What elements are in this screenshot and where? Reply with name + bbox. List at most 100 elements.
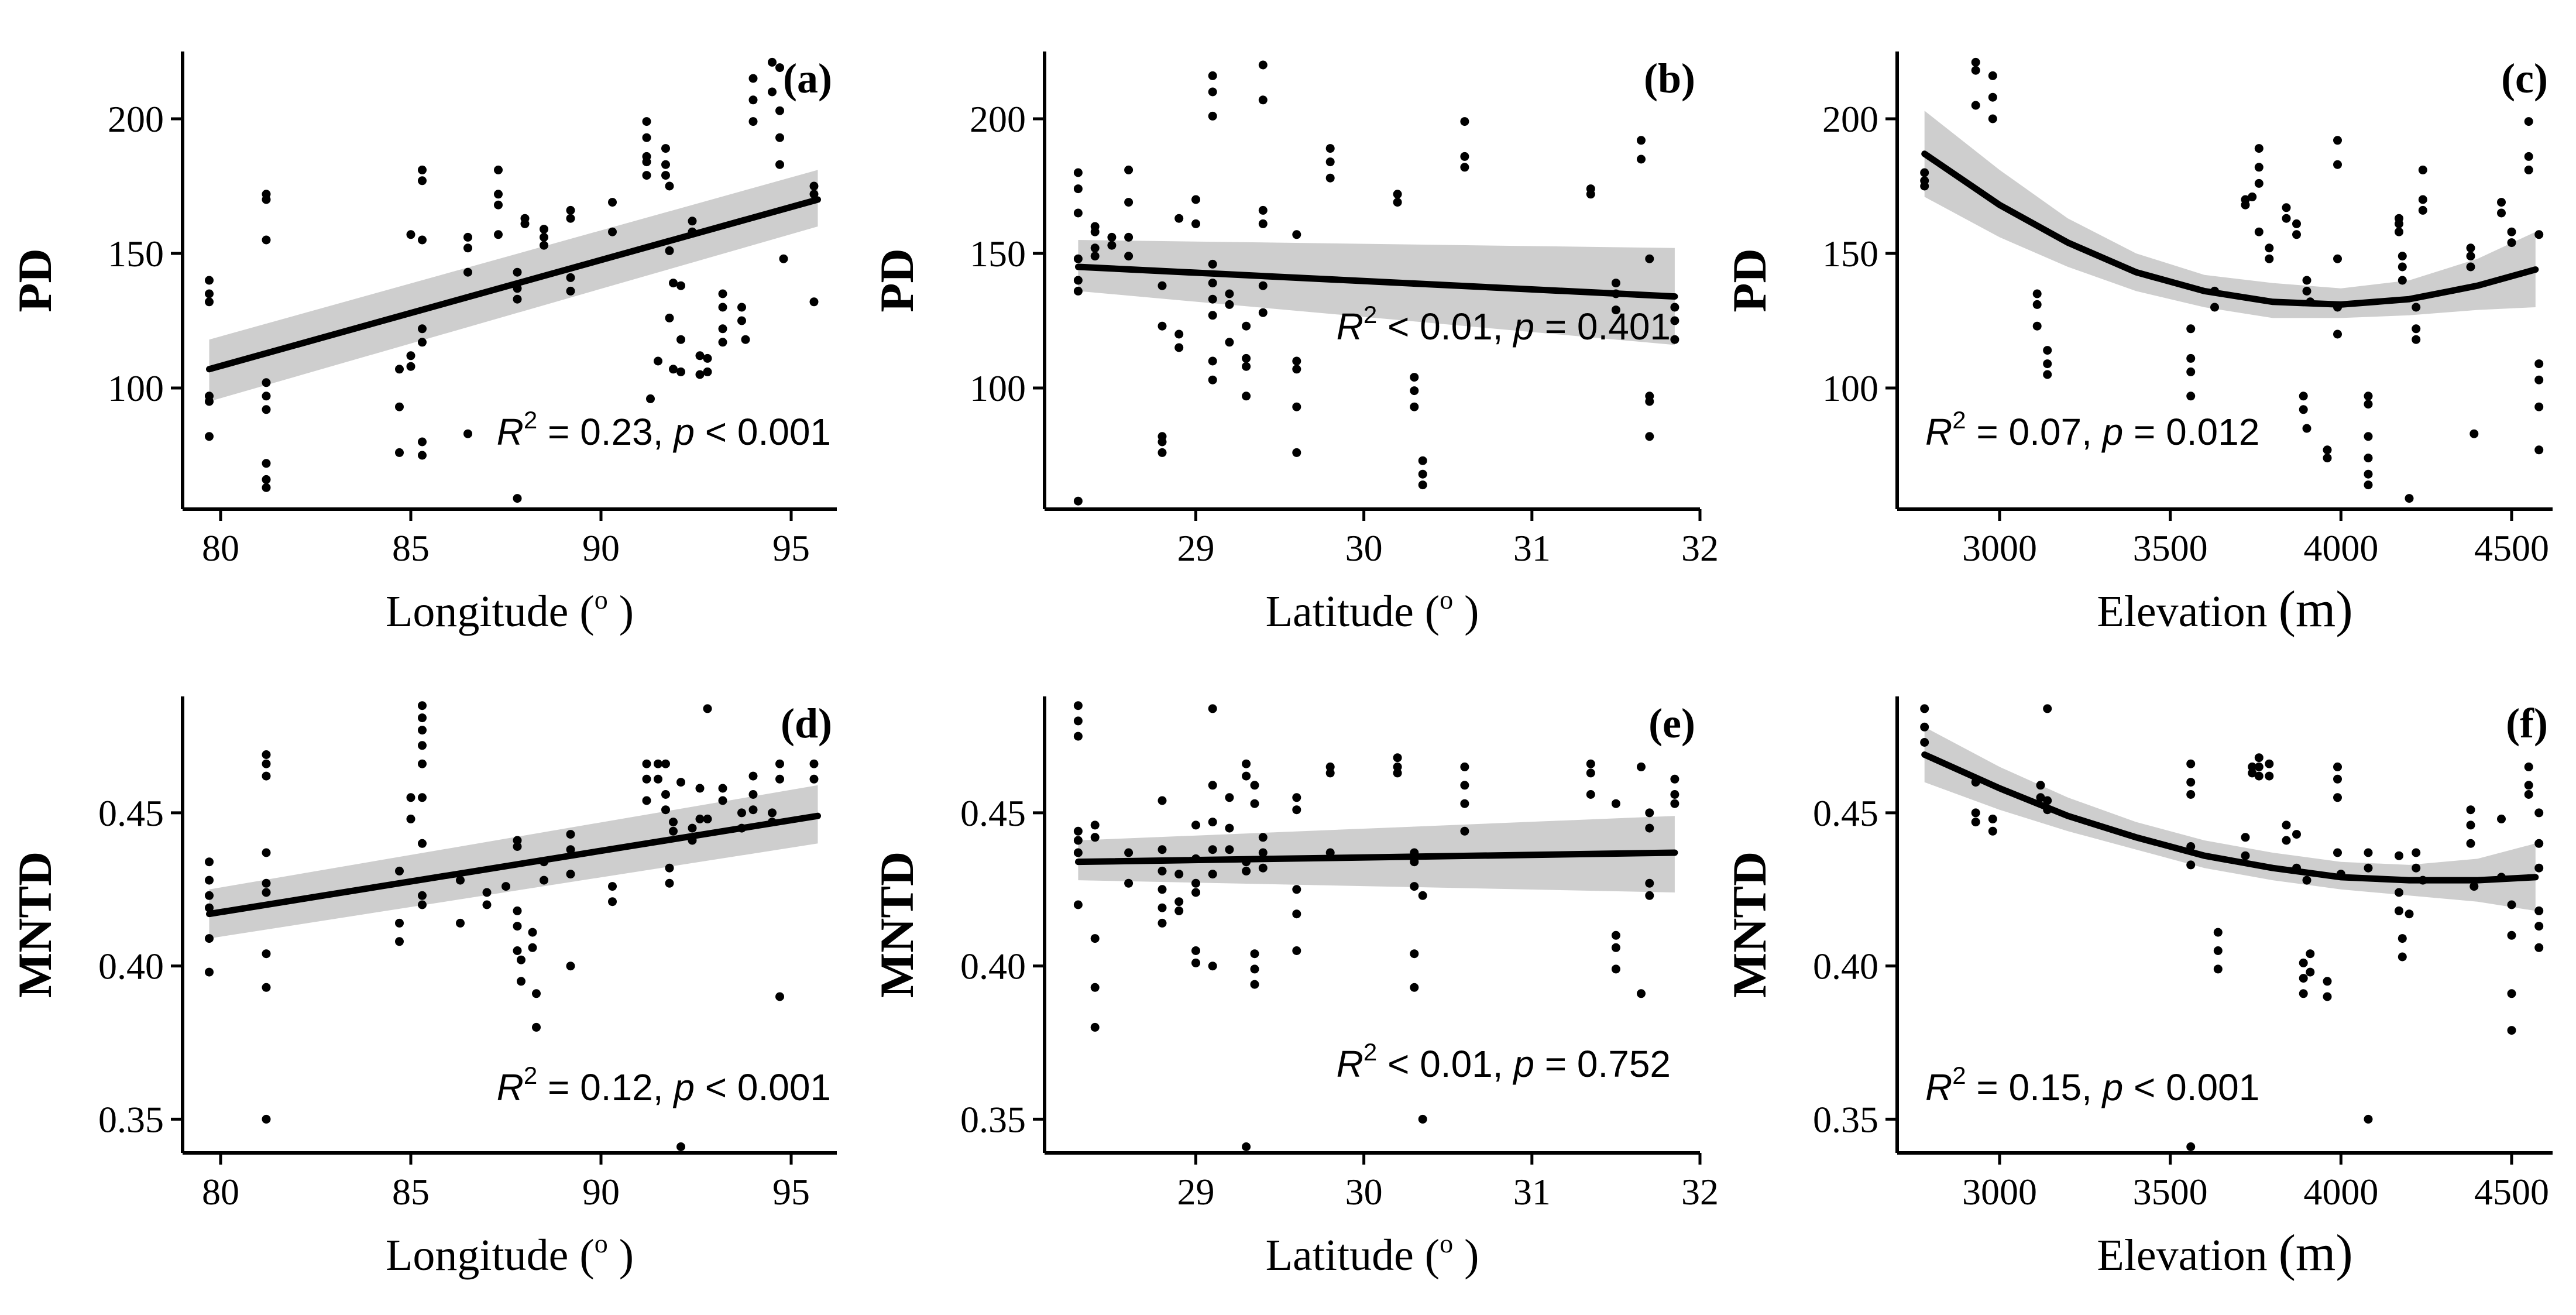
data-point (718, 324, 727, 334)
x-tick-label: 85 (392, 1171, 430, 1213)
data-point (1073, 716, 1083, 726)
data-point (513, 294, 522, 304)
data-point (2299, 392, 2308, 401)
data-point (1124, 848, 1134, 857)
y-tick-label: 0.35 (960, 1098, 1026, 1140)
data-point (2418, 195, 2427, 204)
data-point (566, 205, 575, 215)
data-point (540, 232, 548, 242)
x-tick-label: 95 (772, 1171, 810, 1213)
data-point (1124, 198, 1134, 207)
data-point (2254, 762, 2264, 771)
data-point (688, 823, 697, 833)
data-point (1107, 232, 1117, 242)
data-point (463, 267, 472, 277)
data-point (406, 814, 415, 823)
data-point (2333, 136, 2342, 145)
data-point (608, 882, 617, 891)
data-point (661, 171, 670, 180)
data-point (1670, 799, 1679, 808)
chart-panel-1: 29 30 31 32 100 150 200 (b) Latitude (o ) PD R2 < … (870, 51, 1719, 636)
data-point (661, 805, 670, 815)
data-point (1073, 701, 1083, 710)
data-point (608, 897, 617, 907)
data-point (1258, 308, 1268, 317)
data-point (2241, 200, 2250, 210)
data-point (775, 160, 784, 169)
data-point (2292, 830, 2301, 839)
data-point (566, 845, 575, 854)
data-point (1090, 243, 1100, 253)
data-point (2524, 165, 2533, 174)
confidence-band (1924, 111, 2536, 318)
data-point (262, 475, 271, 484)
y-axis-label: PD (8, 248, 61, 312)
data-point (2534, 402, 2544, 411)
x-axis-label: Latitude (o ) (1266, 1228, 1479, 1280)
data-point (2186, 324, 2196, 334)
data-point (2469, 429, 2479, 438)
data-point (1258, 281, 1268, 290)
data-point (1292, 946, 1301, 955)
data-point (2412, 324, 2421, 334)
data-point (1410, 949, 1419, 959)
data-point (1242, 771, 1251, 781)
data-point (1124, 252, 1134, 261)
panel-letter: (b) (1644, 55, 1695, 102)
data-point (1611, 799, 1620, 808)
data-point (517, 977, 525, 986)
data-point (1988, 114, 1997, 123)
data-point (2333, 762, 2342, 771)
data-point (2241, 833, 2250, 842)
data-point (1208, 845, 1217, 854)
data-point (1637, 989, 1646, 998)
data-point (2299, 405, 2308, 414)
chart-panel-5: 3000 3500 4000 4500 0.35 0.40 0.45 (f) Elevation… (1723, 696, 2553, 1282)
data-point (566, 286, 575, 296)
data-point (2032, 321, 2042, 331)
data-point (748, 805, 758, 815)
data-point (2534, 375, 2544, 384)
data-point (654, 774, 662, 784)
stat-annotation: R2 = 0.15, p < 0.001 (1925, 1062, 2259, 1108)
y-tick-label: 0.45 (960, 792, 1026, 834)
data-point (718, 784, 727, 793)
panel-letter: (f) (2506, 700, 2548, 747)
data-point (775, 992, 784, 1001)
x-axis-label: Elevation (m) (2097, 581, 2352, 638)
data-point (2043, 796, 2052, 805)
data-point (205, 934, 214, 943)
data-point (1586, 790, 1595, 799)
x-tick-label: 4500 (2474, 1171, 2549, 1213)
data-point (262, 378, 271, 387)
y-tick-label: 0.35 (1813, 1098, 1878, 1140)
data-point (661, 790, 670, 799)
data-point (2186, 367, 2196, 376)
data-point (418, 235, 427, 245)
data-point (1292, 230, 1301, 239)
data-point (1971, 57, 1980, 67)
data-point (2265, 243, 2274, 253)
data-point (1250, 964, 1259, 974)
data-point (809, 190, 819, 199)
data-point (1460, 799, 1469, 808)
data-point (1586, 768, 1595, 778)
x-axis-label: Elevation (m) (2097, 1225, 2352, 1282)
data-point (513, 842, 522, 851)
data-point (1242, 362, 1251, 371)
data-point (566, 214, 575, 223)
data-point (566, 962, 575, 971)
data-point (718, 303, 727, 312)
data-point (676, 281, 685, 290)
data-point (456, 875, 465, 885)
data-point (661, 160, 670, 169)
data-point (1292, 402, 1301, 411)
data-point (1158, 321, 1167, 331)
data-point (1158, 796, 1167, 805)
data-point (642, 133, 651, 142)
data-point (2299, 989, 2308, 998)
y-tick-label: 0.40 (98, 946, 164, 987)
fit-line (1921, 150, 2539, 308)
data-point (2248, 768, 2257, 778)
x-tick-label: 4000 (2303, 1171, 2378, 1213)
